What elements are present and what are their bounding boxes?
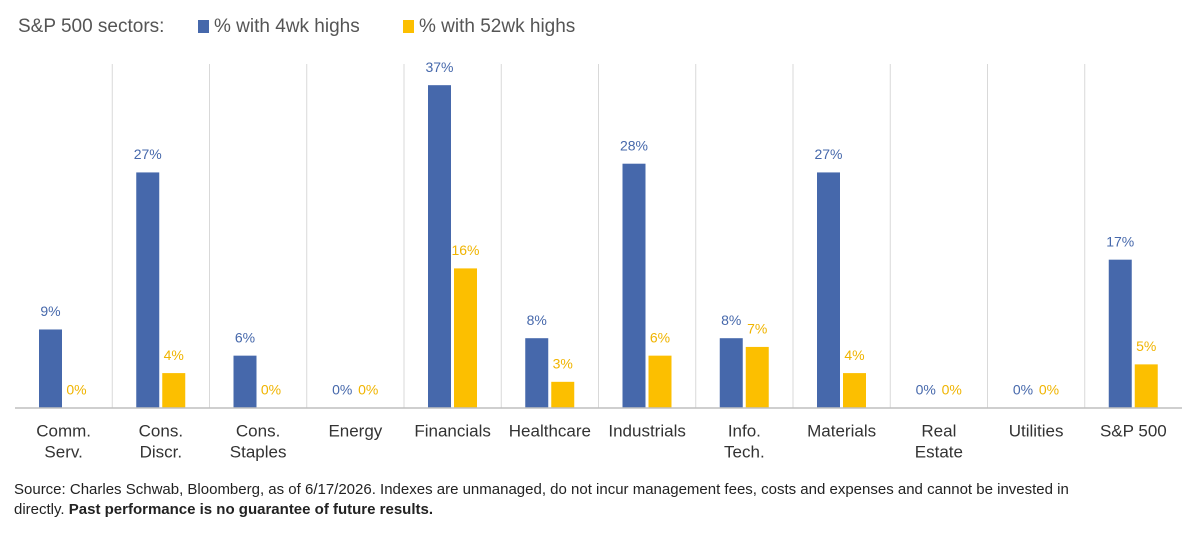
data-label: 0% (916, 382, 936, 398)
data-label: 4% (164, 347, 184, 363)
legend-swatch (403, 20, 414, 33)
footnote-text: Source: Charles Schwab, Bloomberg, as of… (14, 481, 1069, 518)
data-label: 4% (844, 347, 864, 363)
data-label: 5% (1136, 338, 1156, 354)
x-tick-label: Cons. (236, 421, 280, 440)
bar (719, 338, 743, 408)
data-label: 17% (1106, 233, 1134, 249)
x-tick-label: Estate (915, 442, 963, 461)
bar (428, 85, 451, 409)
data-label: 16% (451, 242, 479, 258)
data-label: 0% (1039, 382, 1059, 398)
bar (1108, 259, 1132, 408)
bar (233, 355, 257, 408)
data-label: 6% (650, 329, 670, 345)
legend-label: % with 4wk highs (214, 16, 360, 37)
data-label: 0% (66, 382, 86, 398)
x-tick-label: Industrials (608, 421, 685, 440)
bar (622, 163, 646, 408)
data-label: 8% (527, 312, 547, 328)
x-tick-label: Real (921, 421, 956, 440)
data-label: 0% (942, 382, 962, 398)
x-tick-label: Energy (328, 421, 382, 440)
data-label: 27% (134, 146, 162, 162)
bar (525, 338, 549, 408)
bar (843, 373, 866, 408)
chart-title: S&P 500 sectors: (18, 16, 164, 37)
x-tick-label: Tech. (724, 442, 765, 461)
x-tick-label: Healthcare (509, 421, 591, 440)
data-label: 0% (261, 382, 281, 398)
data-label: 37% (425, 59, 453, 75)
x-tick-label: S&P 500 (1100, 421, 1167, 440)
x-tick-label: Cons. (139, 421, 183, 440)
data-label: 7% (747, 321, 767, 337)
data-label: 27% (814, 146, 842, 162)
bar (551, 381, 575, 408)
footnote-bold: Past performance is no guarantee of futu… (68, 501, 434, 518)
legend-swatch (198, 20, 209, 33)
x-tick-label: Materials (807, 421, 876, 440)
bar (745, 346, 769, 408)
bar (162, 373, 186, 408)
x-tick-label: Utilities (1009, 421, 1064, 440)
bar (454, 268, 477, 408)
bar (817, 172, 840, 408)
bar (136, 172, 160, 408)
data-label: 0% (332, 382, 352, 398)
x-tick-label: Comm. (36, 421, 91, 440)
data-label: 9% (40, 303, 60, 319)
x-tick-label: Staples (230, 442, 287, 461)
chart: S&P 500 sectors: % with 4wk highs % with … (15, 16, 1182, 461)
data-label: 3% (553, 356, 573, 372)
x-tick-label: Discr. (140, 442, 183, 461)
x-tick-label: Financials (414, 421, 491, 440)
legend-label: % with 52wk highs (419, 16, 575, 37)
bar (39, 329, 62, 408)
x-tick-label: Serv. (44, 442, 82, 461)
bar (648, 355, 672, 408)
data-label: 28% (620, 137, 648, 153)
x-tick-label: Info. (728, 421, 761, 440)
bar (1134, 364, 1158, 408)
data-label: 0% (1013, 382, 1033, 398)
footnote: Source: Charles Schwab, Bloomberg, as of… (14, 480, 1104, 520)
data-label: 0% (358, 382, 378, 398)
data-label: 8% (721, 312, 741, 328)
data-label: 6% (235, 329, 255, 345)
